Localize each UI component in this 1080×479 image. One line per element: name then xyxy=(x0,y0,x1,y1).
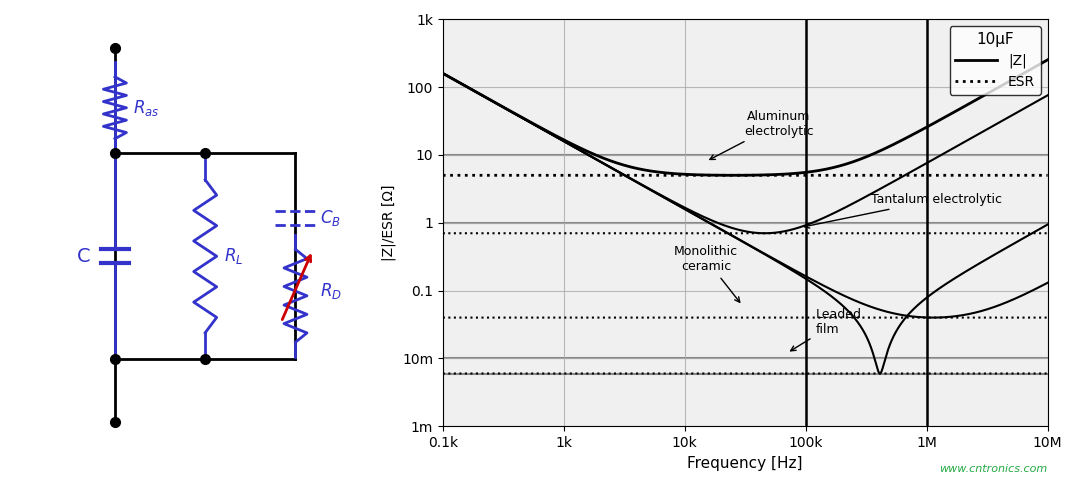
Text: Monolithic
ceramic: Monolithic ceramic xyxy=(674,245,740,302)
Text: C: C xyxy=(78,247,91,266)
Text: $R_L$: $R_L$ xyxy=(224,246,243,266)
Y-axis label: |Z|/ESR [Ω]: |Z|/ESR [Ω] xyxy=(382,184,396,261)
Text: $R_{as}$: $R_{as}$ xyxy=(134,98,160,118)
Text: Aluminum
electrolytic: Aluminum electrolytic xyxy=(710,110,813,160)
Text: Tantalum electrolytic: Tantalum electrolytic xyxy=(805,193,1002,228)
Legend: |Z|, ESR: |Z|, ESR xyxy=(949,26,1041,95)
Text: $C_B$: $C_B$ xyxy=(320,208,341,228)
X-axis label: Frequency [Hz]: Frequency [Hz] xyxy=(688,456,802,470)
Text: Leaded
film: Leaded film xyxy=(791,308,861,351)
Text: $R_D$: $R_D$ xyxy=(320,281,342,301)
Text: www.cntronics.com: www.cntronics.com xyxy=(940,464,1048,474)
